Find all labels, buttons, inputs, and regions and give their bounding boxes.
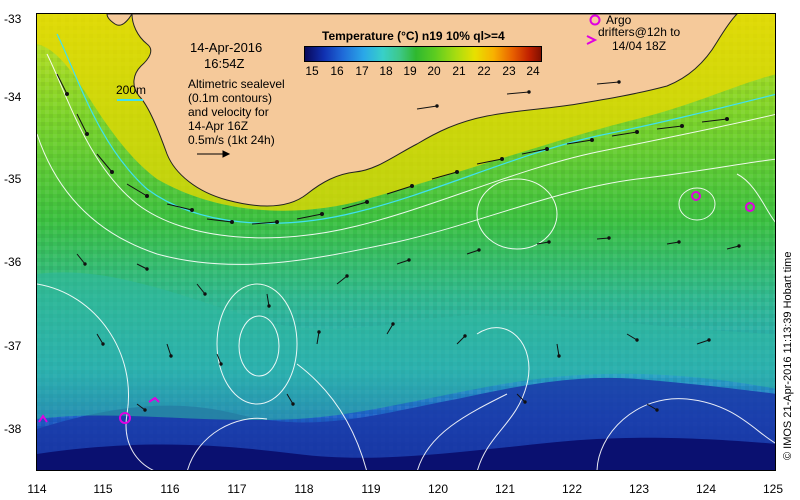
- colorbar-tick: 17: [355, 64, 369, 78]
- colorbar-title: Temperature (°C) n19 10% ql>=4: [322, 29, 505, 43]
- x-tick: 118: [294, 482, 314, 496]
- drifter-legend-icon: [586, 35, 598, 45]
- colorbar-tick: 19: [403, 64, 417, 78]
- colorbar-tick: 24: [526, 64, 540, 78]
- x-tick: 121: [494, 482, 516, 496]
- y-tick: -36: [4, 255, 22, 269]
- colorbar-tick: 18: [379, 64, 393, 78]
- x-tick: 114: [27, 482, 47, 496]
- altimetry-line: 14-Apr 16Z: [188, 119, 249, 133]
- x-tick: 119: [361, 482, 381, 496]
- x-tick: 122: [561, 482, 583, 496]
- drifter-legend-line: drifters@12h to: [598, 25, 681, 39]
- date-label: 14-Apr-2016 16:54Z: [190, 40, 262, 72]
- x-tick: 115: [93, 482, 113, 496]
- altimetry-legend: Altimetric sealevel (0.1m contours) and …: [188, 77, 285, 147]
- colorbar-tick: 16: [330, 64, 344, 78]
- drifter-tracks: [38, 396, 160, 423]
- time-line: 16:54Z: [204, 56, 245, 71]
- altimetry-line: 0.5m/s (1kt 24h): [188, 133, 275, 147]
- isobath-200m: [56, 33, 775, 224]
- colorbar-tick: 23: [502, 64, 516, 78]
- x-tick: 125: [762, 482, 784, 496]
- x-tick: 124: [695, 482, 717, 496]
- sst-map: [37, 14, 775, 470]
- velocity-scale-arrow: [197, 150, 231, 158]
- altimetry-line: and velocity for: [188, 105, 269, 119]
- isobath-label: 200m: [116, 83, 147, 97]
- cool-mid-band: [37, 272, 775, 421]
- x-tick: 120: [427, 482, 449, 496]
- x-tick: 123: [628, 482, 650, 496]
- land-patch-west: [106, 14, 133, 26]
- map-area[interactable]: [36, 13, 776, 471]
- argo-legend-label: Argo: [606, 13, 632, 27]
- colorbar-tick: 21: [452, 64, 466, 78]
- colorbar: [304, 46, 542, 62]
- y-tick: -38: [4, 422, 22, 436]
- drifter-legend-line: 14/04 18Z: [612, 39, 667, 53]
- velocity-arrows: [56, 73, 741, 412]
- sealevel-contours: [37, 53, 775, 470]
- altimetry-line: Altimetric sealevel: [188, 77, 285, 91]
- x-tick: 117: [227, 482, 247, 496]
- date-line: 14-Apr-2016: [190, 40, 263, 55]
- colorbar-tick: 22: [477, 64, 491, 78]
- y-tick: -34: [4, 90, 22, 104]
- argo-floats: [119, 191, 755, 424]
- drifter-legend-label: drifters@12h to 14/04 18Z: [598, 25, 680, 53]
- colorbar-tick: 15: [305, 64, 319, 78]
- argo-legend-icon: [589, 14, 601, 26]
- argo-float-marker: [119, 412, 131, 424]
- x-tick: 116: [160, 482, 180, 496]
- y-tick: -33: [4, 12, 22, 26]
- altimetry-line: (0.1m contours): [188, 91, 273, 105]
- deep-cold-band: [37, 437, 775, 470]
- argo-float-marker: [691, 191, 701, 201]
- argo-float-marker: [745, 202, 755, 212]
- land-mass: [131, 14, 738, 207]
- y-tick: -37: [4, 339, 22, 353]
- y-tick: -35: [4, 172, 22, 186]
- colorbar-tick: 20: [427, 64, 441, 78]
- credit-label: © IMOS 21-Apr-2016 11:13:39 Hobart time: [782, 251, 794, 460]
